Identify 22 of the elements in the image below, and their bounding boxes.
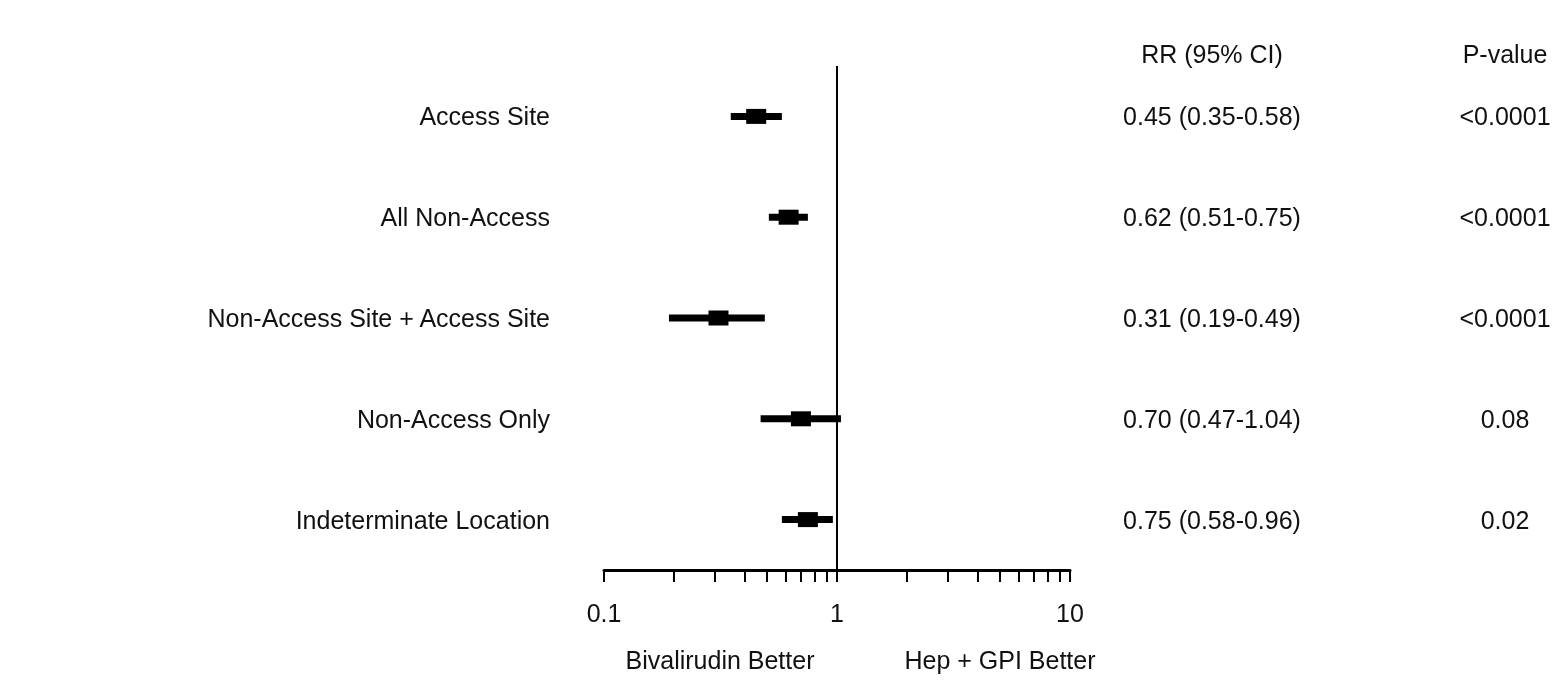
y-tick-label: Access Site bbox=[419, 102, 550, 131]
text: <0.0001 bbox=[1459, 102, 1551, 131]
y-tick-label: Non-Access Only bbox=[356, 404, 551, 433]
text: <0.0001 bbox=[1459, 304, 1551, 332]
text: RR (95% CI) bbox=[1141, 40, 1283, 68]
y-tick-label: All Non-Access bbox=[380, 203, 550, 232]
data-label: 0.62 (0.51-0.75) bbox=[1123, 203, 1301, 232]
text: Hep + GPI Better bbox=[904, 646, 1096, 674]
x-tick-label: 0.1 bbox=[586, 598, 622, 627]
text: 0.02 bbox=[1480, 505, 1530, 534]
x-tick-label: 1 bbox=[830, 598, 844, 627]
text: <0.0001 bbox=[1459, 203, 1551, 232]
data-label: 0.31 (0.19-0.49) bbox=[1123, 304, 1301, 332]
data-label: 0.45 (0.35-0.58) bbox=[1123, 102, 1301, 131]
y-tick-label: Indeterminate Location bbox=[295, 505, 550, 534]
text: Bivalirudin Better bbox=[625, 646, 815, 674]
text: 0.08 bbox=[1480, 404, 1530, 433]
text: P-value bbox=[1462, 40, 1548, 68]
data-label: 0.75 (0.58-0.96) bbox=[1123, 505, 1301, 534]
y-tick-label: Non-Access Site + Access Site bbox=[207, 304, 550, 332]
data-label: 0.70 (0.47-1.04) bbox=[1123, 404, 1301, 433]
x-tick-label: 10 bbox=[1056, 598, 1084, 627]
